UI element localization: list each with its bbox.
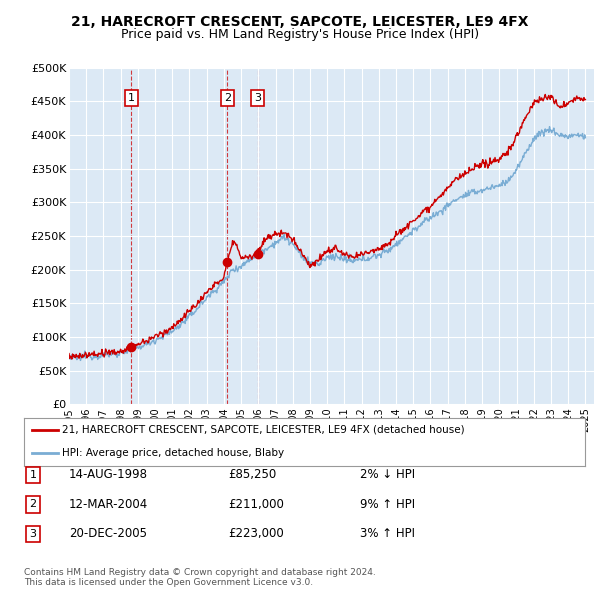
Text: 1: 1 [128,93,135,103]
Text: £223,000: £223,000 [228,527,284,540]
Text: Price paid vs. HM Land Registry's House Price Index (HPI): Price paid vs. HM Land Registry's House … [121,28,479,41]
Text: Contains HM Land Registry data © Crown copyright and database right 2024.
This d: Contains HM Land Registry data © Crown c… [24,568,376,587]
Text: £85,250: £85,250 [228,468,276,481]
Text: 3% ↑ HPI: 3% ↑ HPI [360,527,415,540]
Text: 3: 3 [29,529,37,539]
Text: 1: 1 [29,470,37,480]
Text: 9% ↑ HPI: 9% ↑ HPI [360,498,415,511]
Text: 3: 3 [254,93,261,103]
Text: 12-MAR-2004: 12-MAR-2004 [69,498,148,511]
Text: 21, HARECROFT CRESCENT, SAPCOTE, LEICESTER, LE9 4FX (detached house): 21, HARECROFT CRESCENT, SAPCOTE, LEICEST… [62,425,465,435]
Text: 2% ↓ HPI: 2% ↓ HPI [360,468,415,481]
Text: 21, HARECROFT CRESCENT, SAPCOTE, LEICESTER, LE9 4FX: 21, HARECROFT CRESCENT, SAPCOTE, LEICEST… [71,15,529,29]
Text: 20-DEC-2005: 20-DEC-2005 [69,527,147,540]
Text: 2: 2 [224,93,231,103]
Text: £211,000: £211,000 [228,498,284,511]
Text: 14-AUG-1998: 14-AUG-1998 [69,468,148,481]
Text: HPI: Average price, detached house, Blaby: HPI: Average price, detached house, Blab… [62,448,284,458]
Text: 2: 2 [29,500,37,509]
